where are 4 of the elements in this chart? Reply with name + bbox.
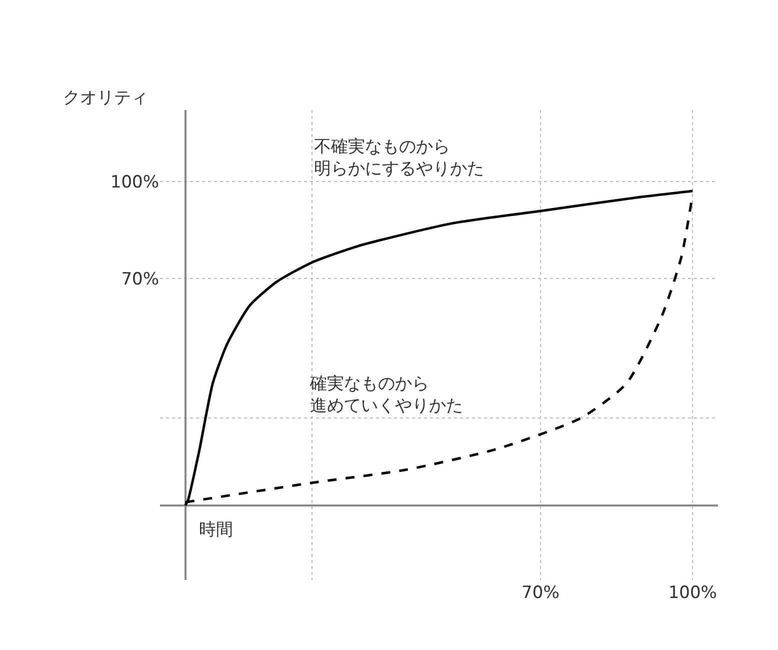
text: 確実なものから進めていくやりかた: [309, 374, 463, 416]
text: 不確実なものから明らかにするやりかた: [314, 137, 484, 180]
x-axis-title: 時間: [199, 520, 233, 540]
y-axis-title: クオリティ: [63, 88, 148, 108]
